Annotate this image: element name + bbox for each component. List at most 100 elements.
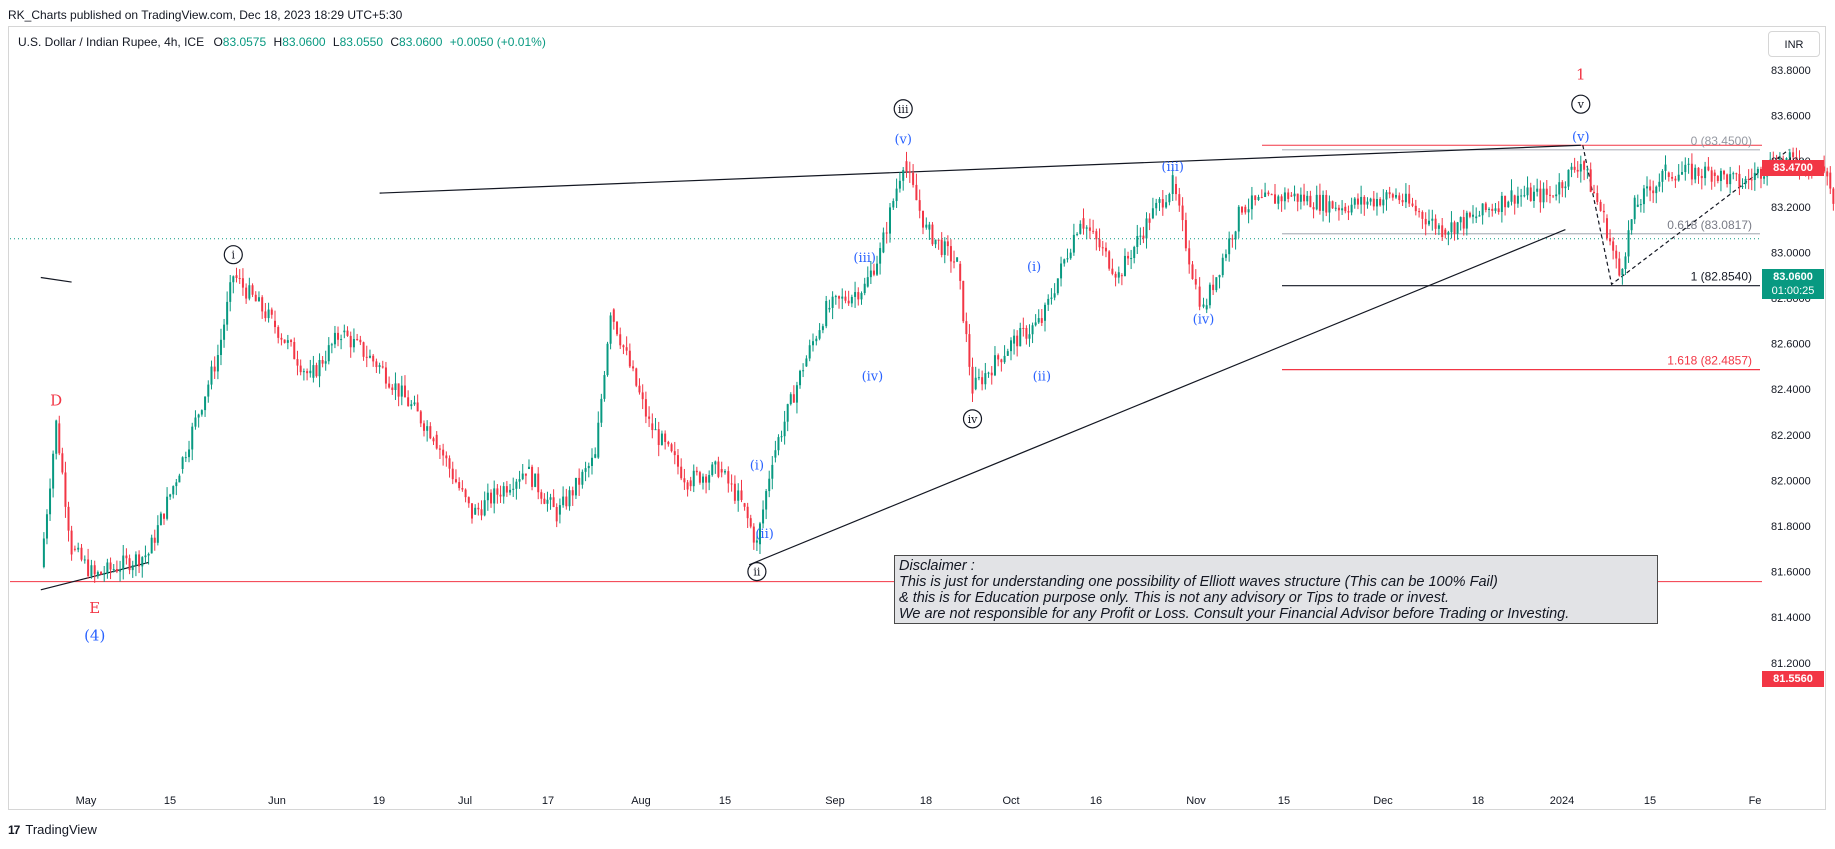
candle-body bbox=[1431, 218, 1434, 221]
wave-label: (iv) bbox=[862, 370, 884, 385]
candle-body bbox=[1133, 246, 1136, 259]
candle-body bbox=[905, 161, 908, 172]
candle-body bbox=[1010, 340, 1012, 352]
candle-body bbox=[1513, 195, 1516, 204]
candle-body bbox=[416, 402, 419, 412]
tradingview-logo-icon[interactable]: 17 bbox=[8, 822, 20, 837]
candle-body bbox=[1194, 279, 1197, 285]
candle-body bbox=[733, 483, 736, 501]
candle-body bbox=[758, 523, 761, 545]
candle-body bbox=[558, 505, 561, 515]
candle-body bbox=[1684, 164, 1687, 173]
chart-frame[interactable] bbox=[8, 26, 1826, 810]
candle-body bbox=[777, 437, 780, 451]
candle-body bbox=[1576, 169, 1579, 172]
candle-body bbox=[1158, 199, 1161, 203]
candle-body bbox=[1139, 235, 1142, 237]
candle-body bbox=[1826, 171, 1829, 177]
candle-body bbox=[578, 477, 581, 485]
candle-body bbox=[534, 473, 537, 487]
candle-body bbox=[1627, 230, 1630, 257]
candle-body bbox=[667, 441, 670, 445]
candle-body bbox=[1536, 188, 1539, 192]
publish-info: RK_Charts published on TradingView.com, … bbox=[8, 8, 403, 22]
candle-body bbox=[730, 483, 733, 485]
candle-body bbox=[372, 355, 375, 362]
candle-body bbox=[695, 470, 698, 473]
candle-body bbox=[670, 444, 673, 452]
x-tick-label: May bbox=[76, 795, 97, 807]
disclaimer-box: Disclaimer : This is just for understand… bbox=[894, 555, 1658, 624]
candle-body bbox=[290, 340, 293, 343]
candle-body bbox=[226, 301, 229, 325]
y-tick-label: 81.4000 bbox=[1771, 612, 1811, 624]
candle-body bbox=[1516, 195, 1519, 204]
candle-body bbox=[692, 470, 695, 487]
candle-body bbox=[422, 423, 425, 431]
candle-body bbox=[1388, 192, 1391, 195]
candle-body bbox=[254, 294, 257, 302]
candle-body bbox=[1744, 178, 1747, 184]
candle-body bbox=[1539, 188, 1542, 203]
candle-body bbox=[103, 573, 106, 575]
candle-body bbox=[1475, 216, 1478, 219]
candle-body bbox=[869, 270, 872, 278]
candle-body bbox=[296, 359, 299, 366]
candle-body bbox=[1602, 210, 1605, 213]
candle-body bbox=[863, 283, 866, 294]
x-tick-label: Jul bbox=[458, 795, 472, 807]
brand-name[interactable]: TradingView bbox=[25, 822, 97, 837]
candle-body bbox=[1529, 187, 1532, 201]
candle-body bbox=[1325, 194, 1328, 213]
candle-body bbox=[1072, 234, 1075, 253]
candle-body bbox=[293, 342, 296, 360]
candle-body bbox=[1690, 163, 1693, 180]
candle-body bbox=[1050, 297, 1053, 299]
candle-body bbox=[87, 559, 90, 577]
candle-body bbox=[625, 347, 628, 351]
candle-body bbox=[147, 553, 150, 556]
candle-body bbox=[1247, 209, 1250, 213]
candle-body bbox=[403, 385, 406, 398]
candle-body bbox=[1719, 170, 1722, 182]
candle-body bbox=[391, 387, 394, 391]
candle-body bbox=[1114, 273, 1117, 278]
candle-body bbox=[55, 420, 58, 454]
candle-body bbox=[981, 377, 984, 385]
candle-body bbox=[680, 466, 683, 479]
candle-body bbox=[1642, 188, 1645, 205]
candle-body bbox=[619, 334, 622, 346]
candle-body bbox=[1053, 293, 1056, 298]
candle-body bbox=[934, 239, 937, 245]
price-tag-upper: 83.4700 bbox=[1762, 160, 1824, 176]
candle-body bbox=[872, 270, 875, 275]
candle-body bbox=[207, 384, 210, 397]
candle-body bbox=[1687, 163, 1690, 165]
candle-body bbox=[318, 360, 321, 377]
x-tick-label: 17 bbox=[542, 795, 554, 807]
candle-body bbox=[654, 429, 657, 431]
currency-button[interactable]: INR bbox=[1768, 31, 1820, 57]
candle-body bbox=[1372, 198, 1375, 207]
candle-body bbox=[119, 569, 122, 572]
candle-body bbox=[1108, 251, 1111, 269]
candle-body bbox=[1234, 231, 1237, 240]
candle-body bbox=[333, 332, 336, 345]
candle-body bbox=[1434, 218, 1437, 229]
candle-body bbox=[45, 514, 48, 539]
wave-labels: DE(4)iii(i)(ii)(iii)(iv)(v)iiiiv(i)(ii)(… bbox=[50, 66, 1591, 644]
candle-body bbox=[1500, 195, 1503, 212]
candle-body bbox=[1215, 277, 1218, 291]
top-bar: RK_Charts published on TradingView.com, … bbox=[0, 0, 1835, 26]
candle-body bbox=[531, 466, 534, 487]
candle-body bbox=[590, 457, 593, 466]
candle-body bbox=[229, 282, 232, 302]
candle-body bbox=[93, 565, 96, 575]
candle-body bbox=[188, 449, 191, 458]
candle-body bbox=[1579, 164, 1582, 172]
candle-body bbox=[1741, 186, 1744, 188]
candle-body bbox=[1570, 166, 1573, 170]
candle-body bbox=[956, 257, 959, 262]
candle-body bbox=[641, 392, 644, 400]
